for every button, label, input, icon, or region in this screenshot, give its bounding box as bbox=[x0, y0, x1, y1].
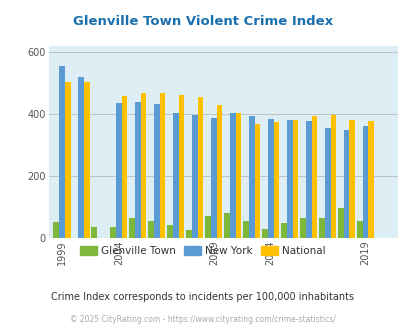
Bar bbox=[65, 82, 70, 238]
Bar bbox=[53, 222, 59, 238]
Bar bbox=[273, 121, 279, 238]
Bar bbox=[192, 115, 197, 238]
Bar bbox=[78, 77, 83, 238]
Bar bbox=[110, 227, 116, 238]
Bar bbox=[205, 216, 211, 238]
Bar bbox=[167, 225, 173, 238]
Bar bbox=[173, 113, 178, 238]
Bar bbox=[349, 120, 354, 238]
Bar bbox=[211, 118, 216, 238]
Text: Glenville Town Violent Crime Index: Glenville Town Violent Crime Index bbox=[73, 15, 332, 28]
Bar bbox=[148, 221, 153, 238]
Bar bbox=[216, 106, 222, 238]
Bar bbox=[305, 121, 311, 238]
Bar bbox=[254, 124, 260, 238]
Bar bbox=[129, 217, 135, 238]
Bar bbox=[178, 95, 184, 238]
Bar bbox=[229, 113, 235, 238]
Bar bbox=[83, 82, 89, 238]
Bar bbox=[286, 120, 292, 238]
Bar bbox=[311, 115, 316, 238]
Bar bbox=[356, 221, 362, 238]
Bar bbox=[159, 92, 165, 238]
Bar bbox=[243, 221, 248, 238]
Text: © 2025 CityRating.com - https://www.cityrating.com/crime-statistics/: © 2025 CityRating.com - https://www.city… bbox=[70, 315, 335, 324]
Bar bbox=[197, 97, 203, 238]
Text: Crime Index corresponds to incidents per 100,000 inhabitants: Crime Index corresponds to incidents per… bbox=[51, 292, 354, 302]
Bar bbox=[292, 120, 298, 238]
Legend: Glenville Town, New York, National: Glenville Town, New York, National bbox=[76, 242, 329, 260]
Bar bbox=[330, 115, 335, 238]
Bar bbox=[91, 227, 97, 238]
Bar bbox=[343, 130, 349, 238]
Bar bbox=[362, 126, 368, 238]
Bar bbox=[318, 217, 324, 238]
Bar bbox=[281, 223, 286, 238]
Bar bbox=[59, 66, 65, 238]
Bar bbox=[186, 230, 192, 238]
Bar bbox=[122, 96, 127, 238]
Bar bbox=[248, 116, 254, 238]
Bar bbox=[337, 208, 343, 238]
Bar bbox=[224, 213, 229, 238]
Bar bbox=[267, 119, 273, 238]
Bar bbox=[299, 217, 305, 238]
Bar bbox=[368, 120, 373, 238]
Bar bbox=[135, 102, 141, 238]
Bar bbox=[153, 104, 159, 238]
Bar bbox=[324, 128, 330, 238]
Bar bbox=[141, 93, 146, 238]
Bar bbox=[262, 229, 267, 238]
Bar bbox=[235, 113, 241, 238]
Bar bbox=[116, 103, 121, 238]
